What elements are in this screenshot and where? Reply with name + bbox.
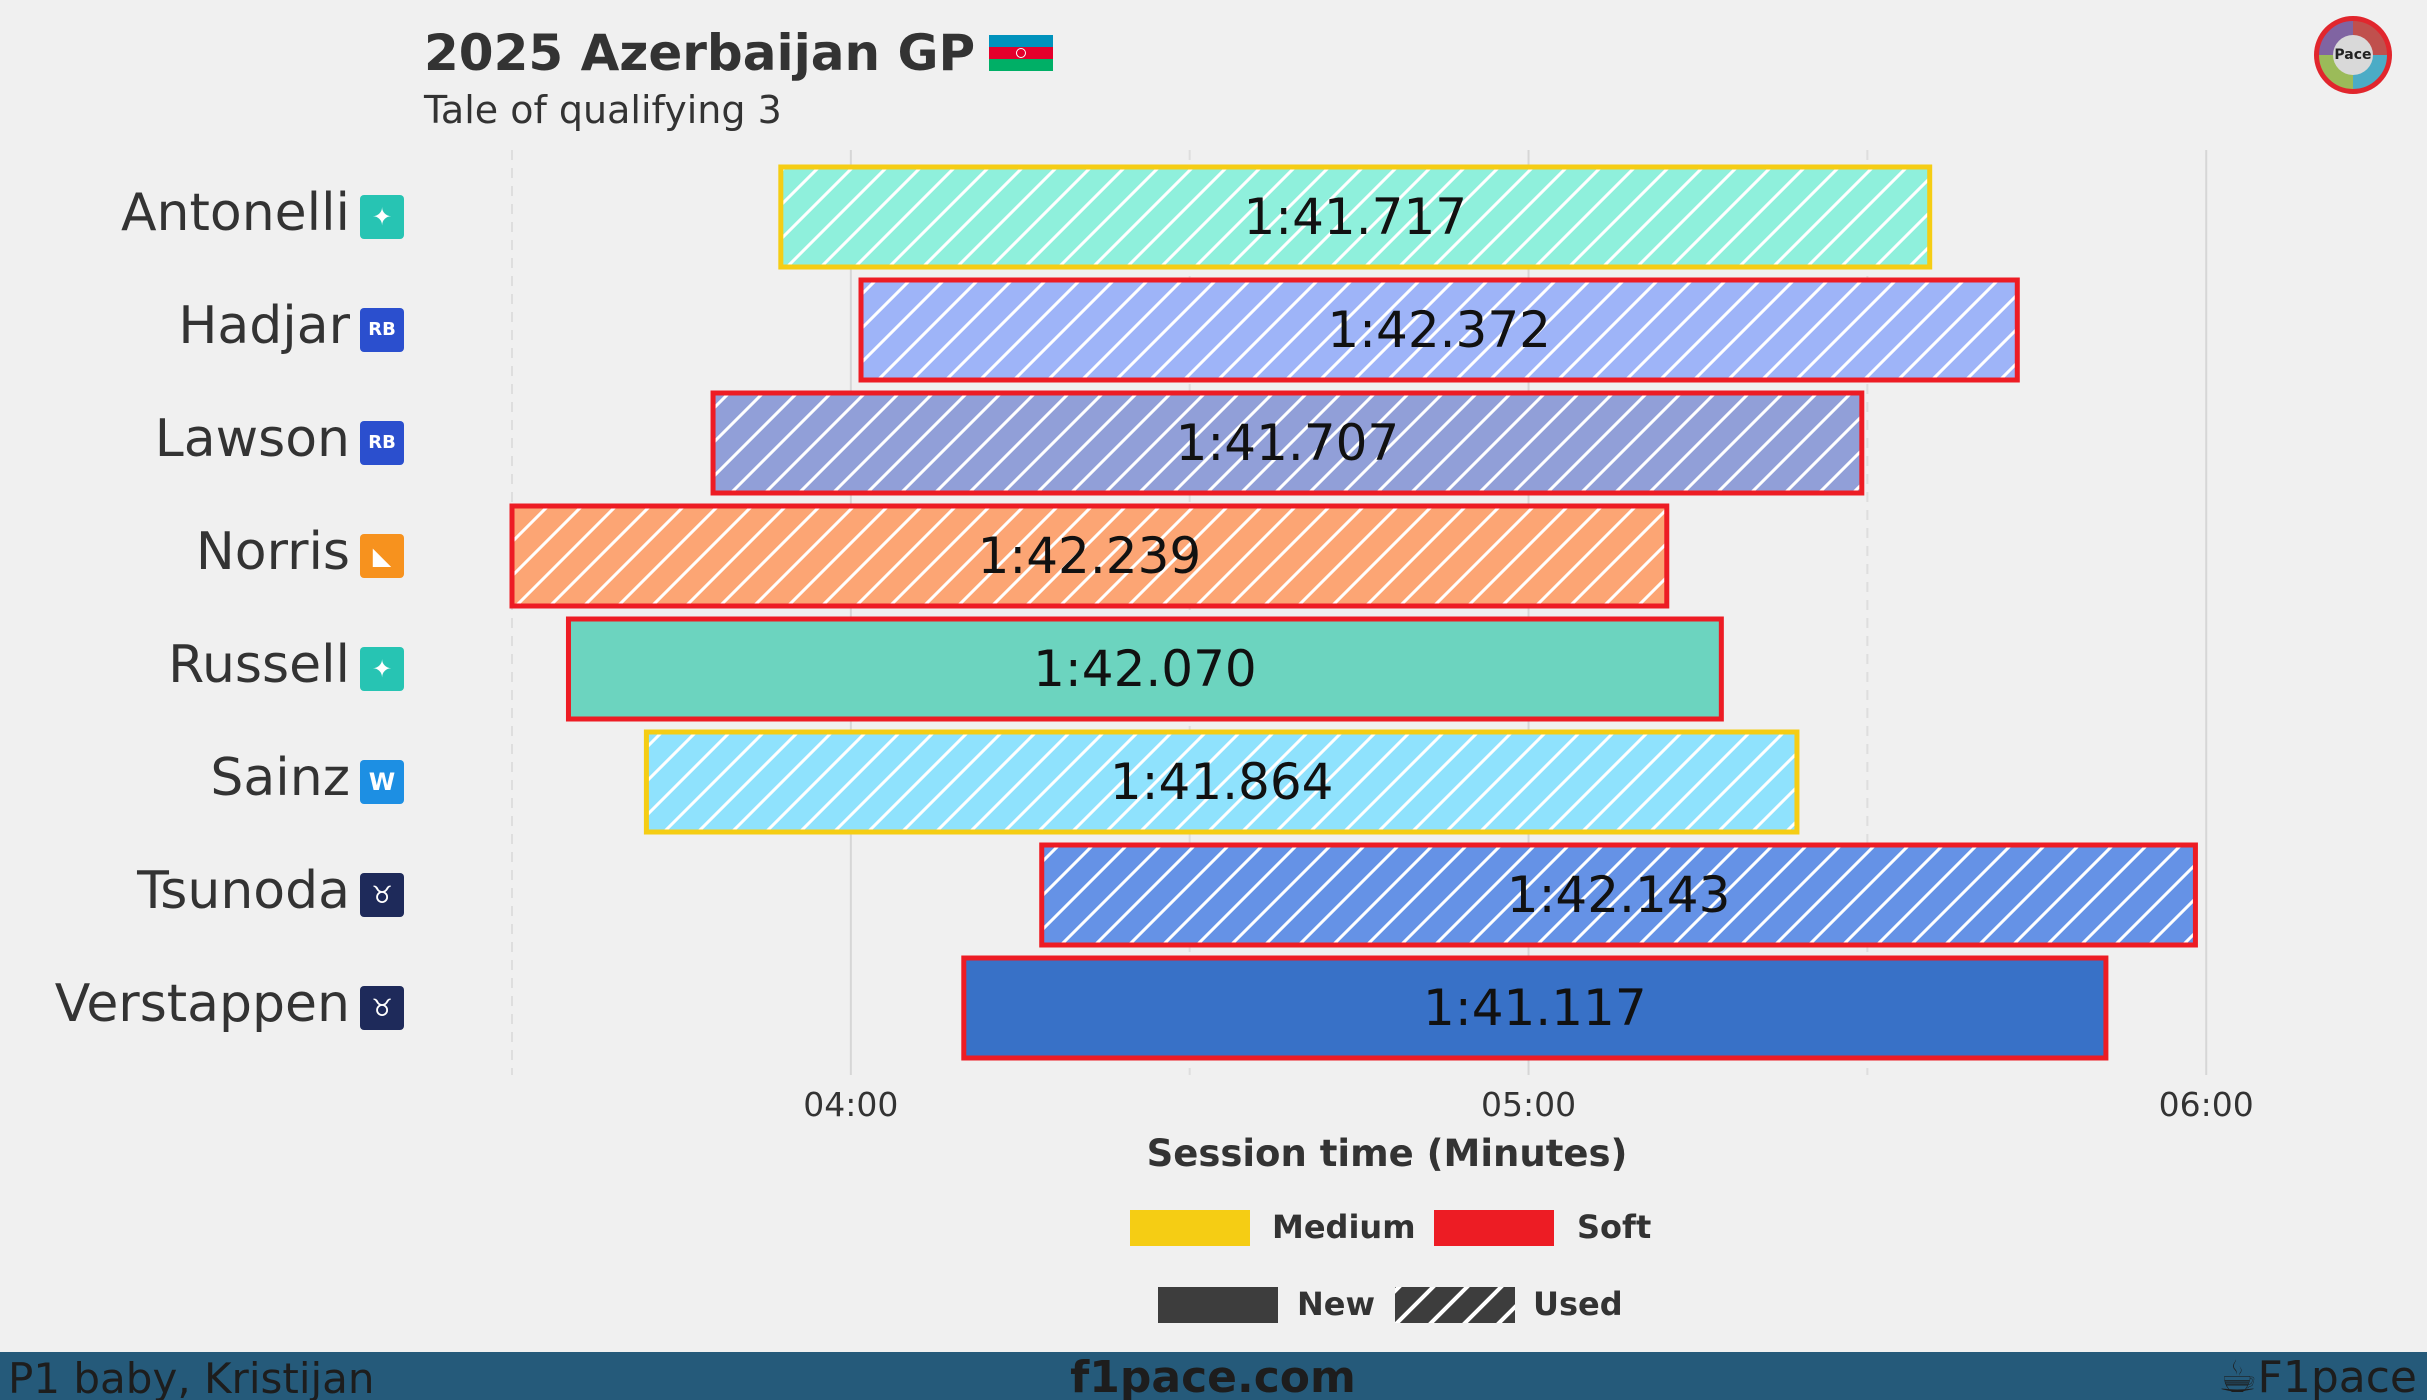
azerbaijan-flag-icon bbox=[989, 35, 1054, 71]
red-bull-icon: ♉ bbox=[360, 873, 404, 917]
y-tick-label-tsunoda: Tsunoda bbox=[137, 861, 350, 921]
flag-stripe-green bbox=[989, 59, 1054, 71]
legend-swatch-new bbox=[1158, 1287, 1278, 1323]
bar-hatch bbox=[1041, 845, 2196, 945]
chart-title-text: 2025 Azerbaijan GP bbox=[424, 24, 976, 82]
legend-label-new: New bbox=[1297, 1285, 1376, 1323]
y-tick-label-antonelli: Antonelli bbox=[120, 183, 350, 243]
legend-label-used: Used bbox=[1533, 1285, 1623, 1323]
y-tick-label-hadjar: Hadjar bbox=[178, 296, 350, 356]
chart-subtitle: Tale of qualifying 3 bbox=[424, 88, 782, 132]
footer-brand: ☕F1pace bbox=[2218, 1352, 2417, 1400]
bar-fill bbox=[963, 958, 2106, 1058]
x-tick-label: 05:00 bbox=[1480, 1085, 1577, 1124]
flag-stripe-blue bbox=[989, 35, 1054, 47]
bar-lap-time-label: 1:42.143 bbox=[1507, 866, 1731, 924]
footer-bar: P1 baby, Kristijan f1pace.com ☕F1pace bbox=[0, 1352, 2427, 1400]
racing-bulls-icon: RB bbox=[360, 308, 404, 352]
bar-lap-time-label: 1:42.239 bbox=[978, 527, 1202, 585]
red-bull-icon: ♉ bbox=[360, 986, 404, 1030]
bar-sainz: 1:41.864 bbox=[643, 729, 1800, 835]
bar-norris: 1:42.239 bbox=[509, 503, 1670, 609]
footer-brand-text: F1pace bbox=[2257, 1352, 2417, 1400]
bar-lap-time-label: 1:41.707 bbox=[1176, 414, 1400, 472]
mercedes-icon: ✦ bbox=[360, 195, 404, 239]
bar-lap-time-label: 1:41.864 bbox=[1110, 753, 1334, 811]
bar-compound-outline bbox=[778, 164, 1933, 270]
flag-crescent-icon bbox=[1016, 48, 1027, 58]
x-tick-label: 06:00 bbox=[2158, 1085, 2254, 1124]
legend-swatch-medium bbox=[1130, 1210, 1250, 1246]
cup-icon: ☕ bbox=[2218, 1352, 2258, 1400]
bar-hatch bbox=[713, 393, 1862, 493]
bar-lap-time-label: 1:42.372 bbox=[1327, 301, 1551, 359]
bar-hadjar: 1:42.372 bbox=[858, 277, 2020, 383]
mercedes-icon: ✦ bbox=[360, 647, 404, 691]
bar-lap-time-label: 1:42.070 bbox=[1033, 640, 1257, 698]
bar-lawson: 1:41.707 bbox=[710, 390, 1865, 496]
bar-compound-outline bbox=[643, 729, 1800, 835]
bar-fill bbox=[568, 619, 1722, 719]
bar-tsunoda: 1:42.143 bbox=[1039, 842, 2198, 948]
bar-hatch bbox=[861, 280, 2018, 380]
bar-verstappen: 1:41.117 bbox=[961, 955, 2109, 1061]
logo-text: Pace bbox=[2333, 35, 2373, 75]
legend-swatch-used-hatch bbox=[1395, 1287, 1515, 1323]
williams-icon: W bbox=[360, 760, 404, 804]
bar-hatch bbox=[780, 167, 1930, 267]
bar-hatch bbox=[646, 732, 1797, 832]
mclaren-icon: ◣ bbox=[360, 534, 404, 578]
footer-website-link[interactable]: f1pace.com bbox=[1070, 1352, 1356, 1400]
bar-compound-outline bbox=[961, 955, 2109, 1061]
legend-label-medium: Medium bbox=[1272, 1208, 1416, 1246]
bar-lap-time-label: 1:41.717 bbox=[1243, 188, 1467, 246]
bar-compound-outline bbox=[565, 616, 1724, 722]
bar-compound-outline bbox=[1039, 842, 2198, 948]
y-tick-label-sainz: Sainz bbox=[210, 748, 350, 808]
y-tick-label-lawson: Lawson bbox=[154, 409, 350, 469]
bar-lap-time-label: 1:41.117 bbox=[1423, 979, 1647, 1037]
chart-title: 2025 Azerbaijan GP bbox=[424, 24, 1054, 82]
y-tick-label-russell: Russell bbox=[168, 635, 350, 695]
legend-label-soft: Soft bbox=[1577, 1208, 1652, 1246]
bar-hatch bbox=[512, 506, 1667, 606]
y-tick-label-norris: Norris bbox=[195, 522, 350, 582]
bar-antonelli: 1:41.717 bbox=[778, 164, 1933, 270]
bar-compound-outline bbox=[710, 390, 1865, 496]
bar-russell: 1:42.070 bbox=[565, 616, 1724, 722]
footer-left-text: P1 baby, Kristijan bbox=[8, 1354, 375, 1400]
racing-bulls-icon: RB bbox=[360, 421, 404, 465]
x-tick-label: 04:00 bbox=[803, 1085, 899, 1124]
x-axis-label: Session time (Minutes) bbox=[1146, 1132, 1628, 1175]
f1pace-logo-icon: Pace bbox=[2314, 16, 2392, 94]
y-tick-label-verstappen: Verstappen bbox=[54, 974, 350, 1034]
legend-swatch-soft bbox=[1434, 1210, 1554, 1246]
bar-compound-outline bbox=[509, 503, 1670, 609]
bar-compound-outline bbox=[858, 277, 2020, 383]
